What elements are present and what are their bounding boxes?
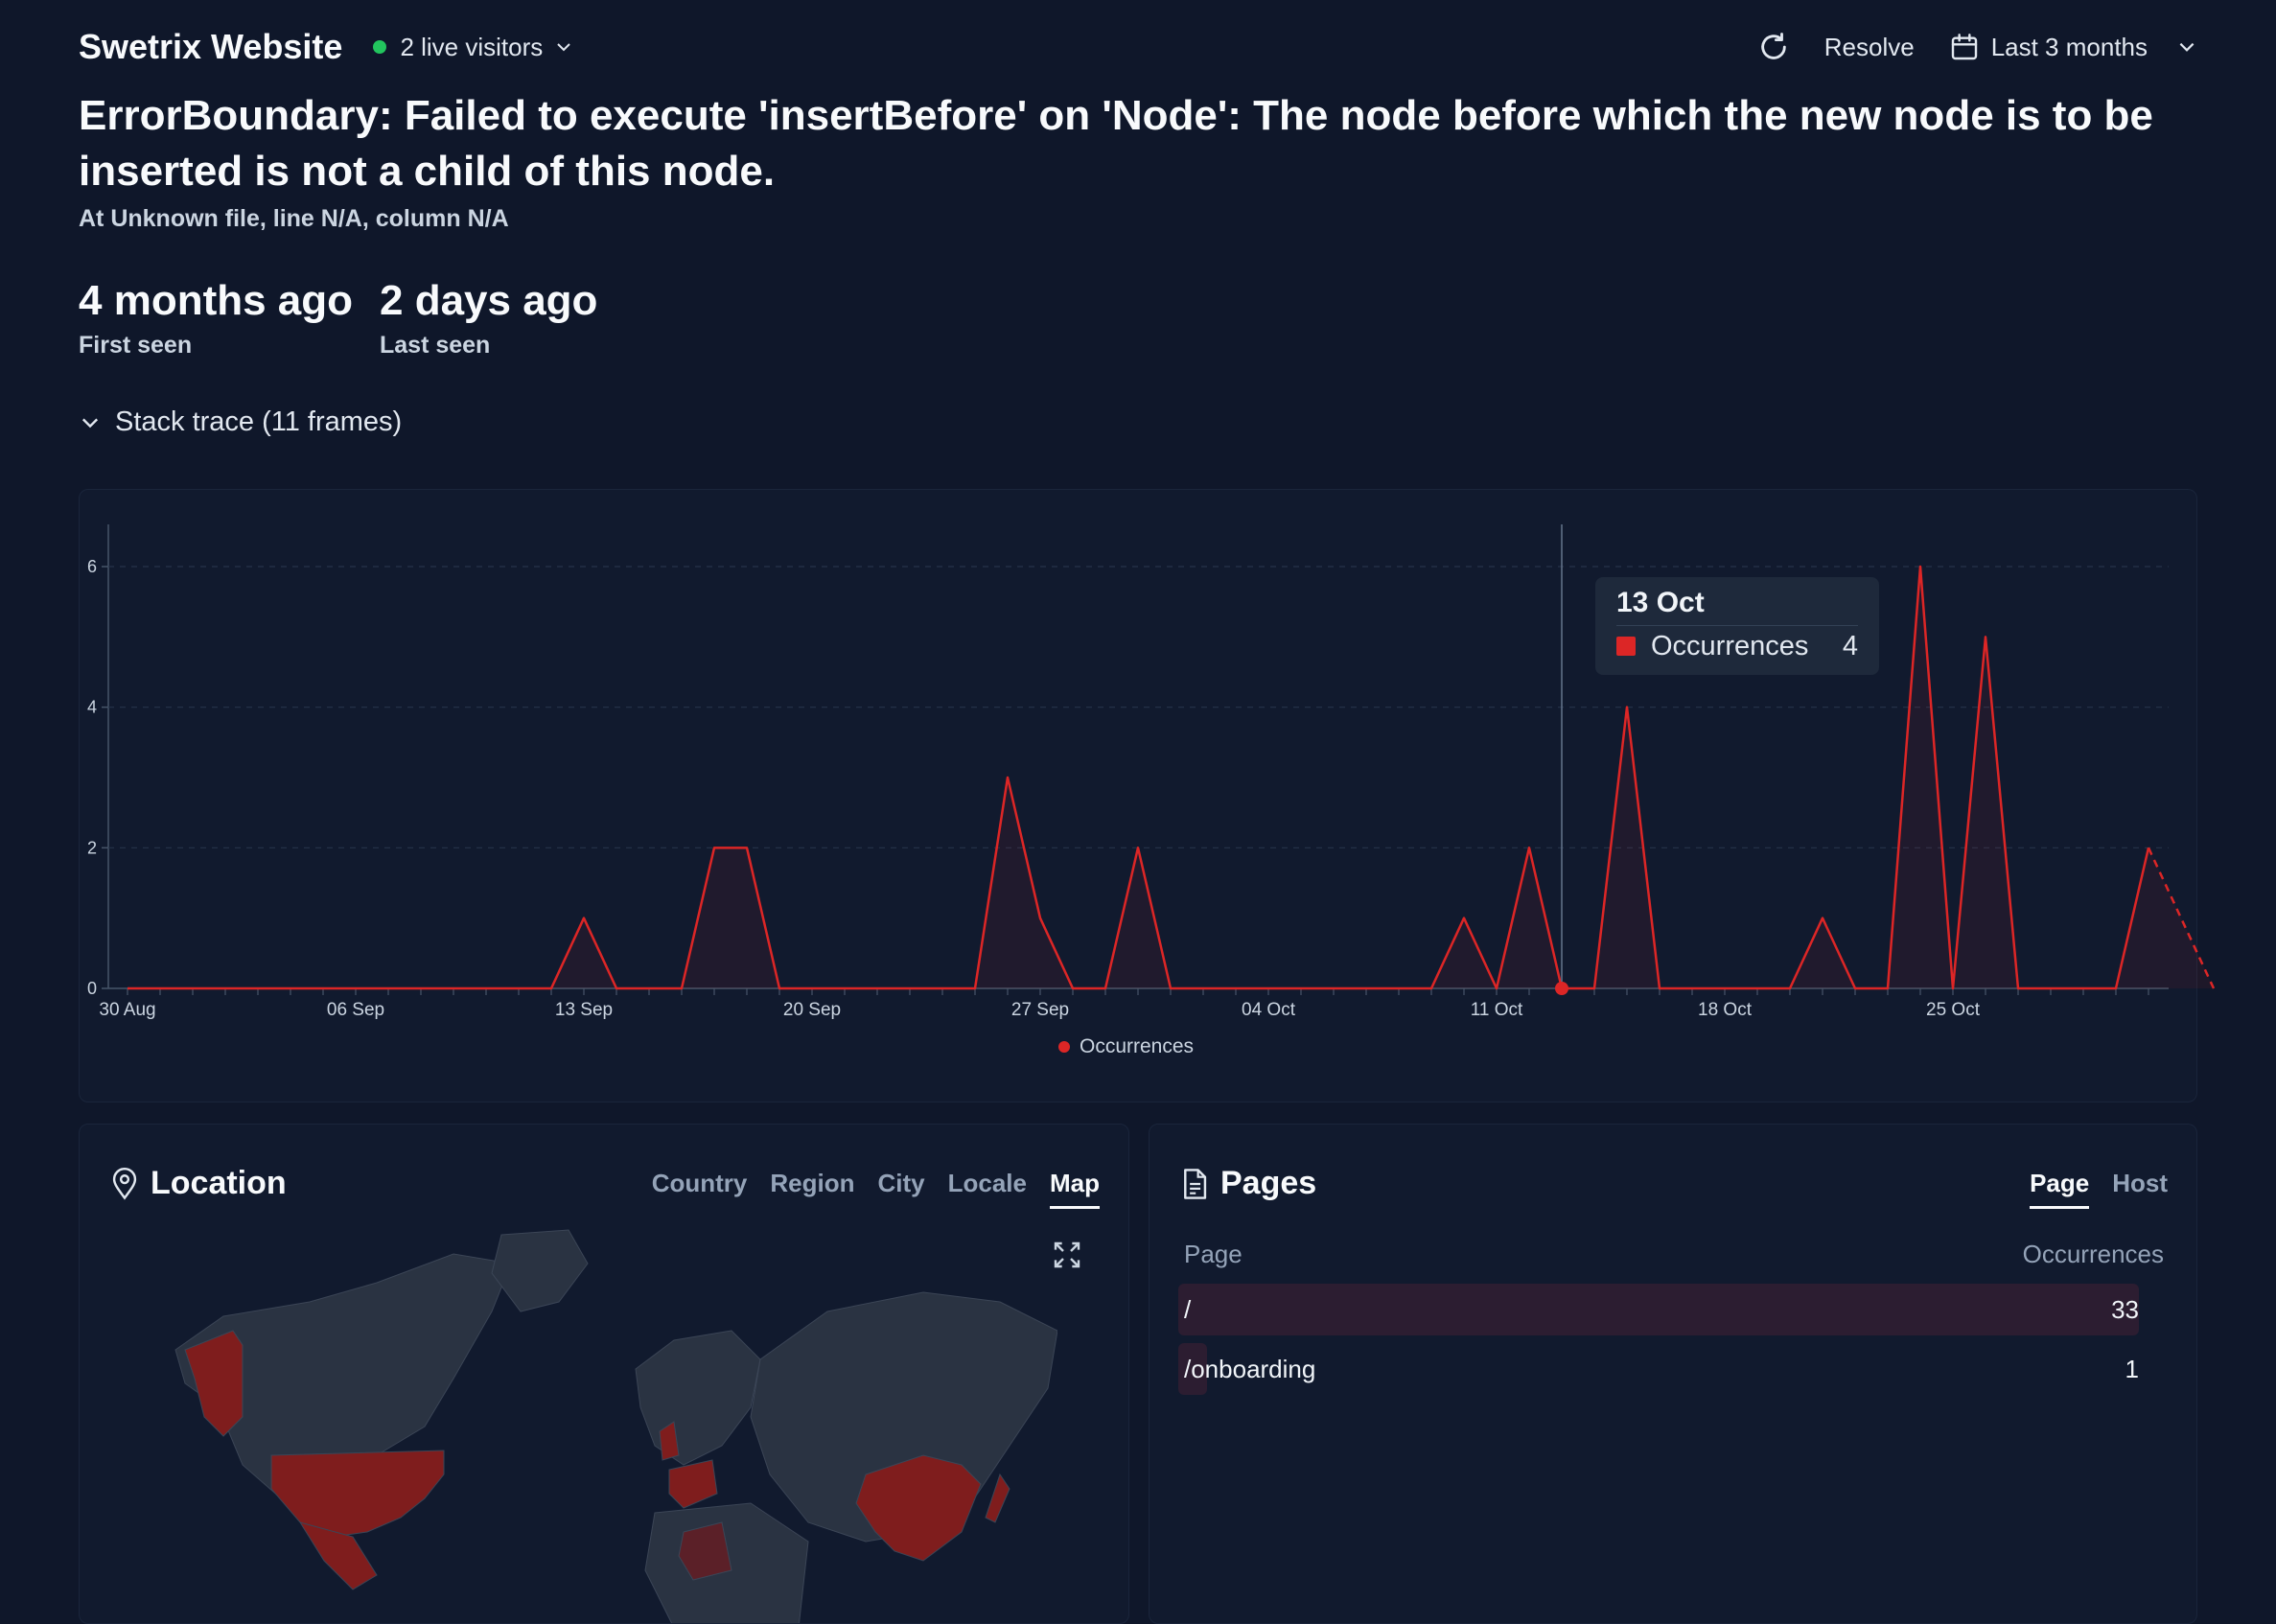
location-tabs: Country Region City Locale Map xyxy=(652,1169,1100,1209)
period-selector[interactable]: Last 3 months xyxy=(1949,32,2197,62)
table-row[interactable]: /onboarding 1 xyxy=(1178,1343,2139,1395)
location-panel: Location Country Region City Locale Map xyxy=(79,1124,1129,1624)
first-seen-label: First seen xyxy=(79,332,193,359)
calendar-icon xyxy=(1951,34,1977,60)
live-visitors-dropdown[interactable]: 2 live visitors xyxy=(373,33,573,62)
page-share-bar xyxy=(1178,1284,2139,1335)
error-title: ErrorBoundary: Failed to execute 'insert… xyxy=(79,92,2153,195)
top-bar: Swetrix Website 2 live visitors Resolve … xyxy=(79,23,2197,71)
map-western-europe xyxy=(668,1459,718,1509)
pages-header: Pages xyxy=(1180,1165,1316,1202)
document-icon xyxy=(1184,1168,1207,1199)
chart-tooltip: 13 Oct Occurrences 4 xyxy=(1595,577,1879,675)
legend-label: Occurrences xyxy=(1080,1035,1195,1057)
tab-country[interactable]: Country xyxy=(651,1169,748,1197)
map-greenland xyxy=(491,1229,589,1312)
live-indicator-dot xyxy=(373,40,387,54)
tooltip-value: 4 xyxy=(1842,631,1858,661)
map-mexico xyxy=(298,1521,378,1590)
column-header-occurrences: Occurrences xyxy=(2022,1240,2164,1268)
last-seen-value: 2 days ago xyxy=(380,277,598,324)
legend-dot xyxy=(1058,1041,1070,1053)
map-usa xyxy=(270,1450,445,1538)
map-asia xyxy=(750,1291,1057,1543)
tab-city[interactable]: City xyxy=(877,1169,925,1197)
chevron-down-icon xyxy=(2179,42,2195,52)
map-china xyxy=(855,1454,982,1562)
map-europe xyxy=(635,1330,761,1466)
tooltip-divider xyxy=(1616,625,1858,626)
pages-panel: Pages Page Host Page Occurrences / 33 /o… xyxy=(1149,1124,2197,1624)
first-seen-stat: 4 months ago First seen xyxy=(79,274,353,360)
world-map[interactable] xyxy=(137,1225,1057,1624)
map-north-africa xyxy=(678,1521,732,1581)
page-path: / xyxy=(1184,1295,1192,1324)
chart-legend[interactable]: Occurrences xyxy=(1058,1035,1194,1058)
pages-title: Pages xyxy=(1220,1165,1317,1201)
page-count: 33 xyxy=(2111,1295,2139,1324)
map-uk xyxy=(659,1421,680,1461)
occurrences-chart-panel xyxy=(79,489,2197,1102)
stack-trace-label: Stack trace (11 frames) xyxy=(115,406,403,437)
period-label: Last 3 months xyxy=(1990,32,2148,61)
location-header: Location xyxy=(110,1165,287,1202)
last-seen-label: Last seen xyxy=(380,332,491,359)
live-visitors-label: 2 live visitors xyxy=(400,32,544,61)
expand-icon[interactable] xyxy=(1052,1240,1082,1270)
map-north-america xyxy=(174,1253,512,1514)
tooltip-series-name: Occurrences xyxy=(1651,631,1809,661)
last-seen-stat: 2 days ago Last seen xyxy=(380,274,597,360)
refresh-icon[interactable] xyxy=(1757,31,1790,63)
map-pin-icon xyxy=(112,1167,137,1200)
chevron-down-icon xyxy=(557,43,570,52)
column-header-page: Page xyxy=(1184,1240,1243,1268)
page-share-bar xyxy=(1178,1343,1208,1395)
tab-map[interactable]: Map xyxy=(1050,1169,1100,1209)
tab-locale[interactable]: Locale xyxy=(947,1169,1027,1197)
map-alaska xyxy=(184,1330,244,1437)
resolve-button[interactable]: Resolve xyxy=(1823,32,1915,61)
map-japan xyxy=(985,1473,1010,1523)
site-title: Swetrix Website xyxy=(79,27,343,66)
tab-region[interactable]: Region xyxy=(770,1169,855,1197)
tab-host[interactable]: Host xyxy=(2112,1169,2168,1197)
pages-tabs: Page Host xyxy=(2030,1169,2168,1209)
tooltip-series-swatch xyxy=(1616,637,1636,656)
page-count: 1 xyxy=(2125,1355,2139,1383)
table-row[interactable]: / 33 xyxy=(1178,1284,2139,1335)
page-path: /onboarding xyxy=(1184,1355,1316,1383)
chevron-down-icon xyxy=(81,418,99,428)
tab-page[interactable]: Page xyxy=(2030,1169,2090,1209)
first-seen-value: 4 months ago xyxy=(79,277,354,324)
tooltip-date: 13 Oct xyxy=(1616,587,1705,618)
stack-trace-toggle[interactable]: Stack trace (11 frames) xyxy=(79,406,402,438)
error-location: At Unknown file, line N/A, column N/A xyxy=(79,205,509,232)
location-title: Location xyxy=(151,1165,287,1201)
